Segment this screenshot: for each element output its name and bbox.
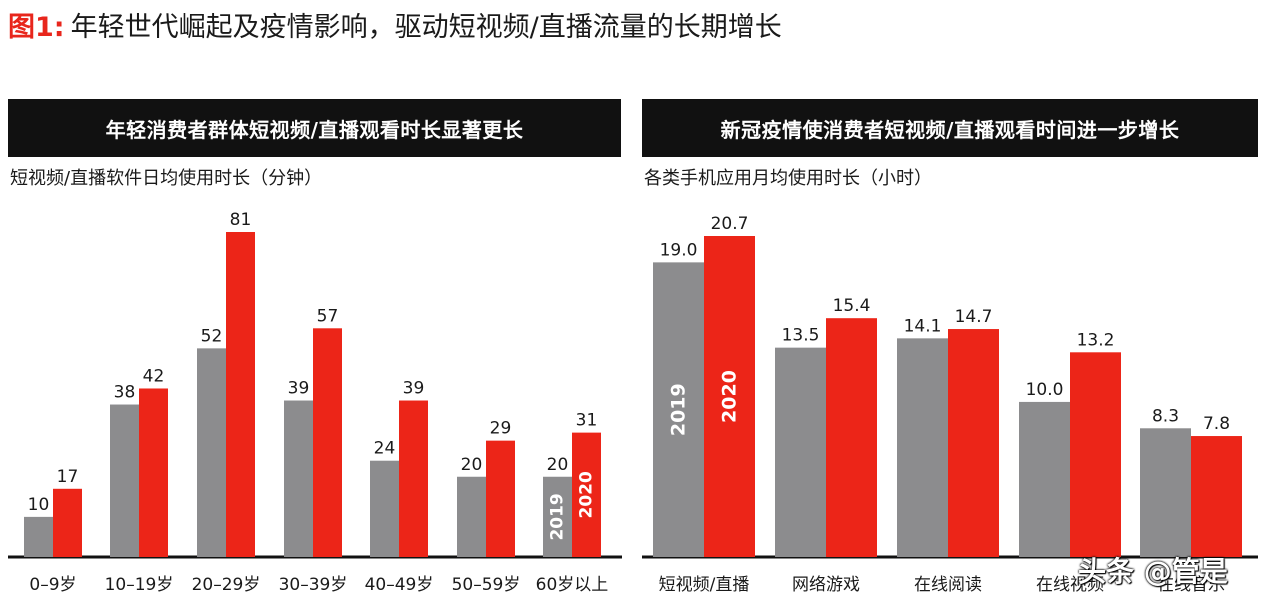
watermark-text: 头条 @管是 [1078, 555, 1228, 588]
chart2-value-label: 13.5 [782, 326, 820, 346]
chart1-bar-2020-6 [486, 440, 515, 557]
chart2-bar-2020-5 [1191, 436, 1242, 557]
figure-title-prefix: 图1: [8, 12, 65, 43]
chart1-category-label: 10–19岁 [105, 575, 174, 595]
chart2-value-label: 14.7 [955, 307, 993, 327]
chart1-value-label: 39 [288, 379, 310, 399]
chart1-bar-2019-1 [24, 516, 53, 557]
chart1-bar-2019-2 [110, 404, 139, 557]
figure-title-text: 年轻世代崛起及疫情影响，驱动短视频/直播流量的长期增长 [70, 12, 782, 43]
chart2-value-label: 10.0 [1026, 380, 1064, 400]
chart2-bar-2020-4 [1070, 352, 1121, 557]
chart1-value-label: 29 [490, 419, 512, 439]
chart1-value-label: 38 [114, 383, 136, 403]
chart2-legend-2019: 2019 [668, 383, 690, 436]
chart2-value-label: 14.1 [904, 316, 942, 336]
chart2-bar-2019-4 [1019, 401, 1070, 557]
chart2-bar-2020-2 [826, 318, 877, 557]
chart2-category-label: 在线阅读 [914, 575, 982, 595]
chart2-bar-2019-1 [653, 262, 704, 557]
chart2-legend-2020: 2020 [719, 370, 741, 423]
chart1-bar-2019-3 [197, 348, 226, 557]
chart2-value-label: 13.2 [1077, 330, 1115, 350]
chart1-category-label: 30–39岁 [279, 575, 348, 595]
chart2-value-label: 20.7 [711, 214, 749, 234]
chart2-bar-2020-3 [948, 329, 999, 557]
chart1-category-label: 20–29岁 [192, 575, 261, 595]
chart1-bar-2019-4 [284, 400, 313, 557]
chart1-value-label: 57 [317, 306, 339, 326]
chart2-value-label: 15.4 [833, 296, 871, 316]
right-panel-header: 新冠疫情使消费者短视频/直播观看时间进一步增长 [642, 99, 1258, 157]
chart1-bar-2019-7 [543, 476, 572, 557]
chart1-category-label: 50–59岁 [452, 575, 521, 595]
chart1-value-label: 20 [547, 455, 569, 475]
chart1-value-label: 24 [374, 439, 396, 459]
chart1-bar-2020-7 [572, 432, 601, 557]
chart2-value-label: 19.0 [660, 240, 698, 260]
chart2-value-label: 7.8 [1203, 414, 1230, 434]
chart1-legend-2020: 2020 [577, 471, 597, 518]
chart2-category-label: 网络游戏 [792, 575, 860, 595]
right-panel-subtitle: 各类手机应用月均使用时长（小时） [644, 168, 932, 189]
chart1-bar-2019-6 [457, 476, 486, 557]
chart2-category-label: 在线音乐 [1157, 575, 1225, 595]
chart1-value-label: 20 [461, 455, 483, 475]
chart1-bar-2020-4 [313, 328, 342, 557]
chart2-bar-2020-1 [704, 236, 755, 557]
left-panel-subtitle: 短视频/直播软件日均使用时长（分钟） [10, 168, 323, 189]
chart1-bar-2020-1 [53, 488, 82, 557]
chart2-category-label: 在线视频 [1036, 575, 1104, 595]
chart1-value-label: 52 [201, 326, 223, 346]
chart1-category-label: 40–49岁 [365, 575, 434, 595]
chart2-bar-2019-5 [1140, 428, 1191, 557]
chart1-value-label: 39 [403, 379, 425, 399]
chart1-category-label: 60岁以上 [536, 575, 609, 595]
chart1-value-label: 42 [143, 366, 165, 386]
chart1-category-label: 0–9岁 [29, 575, 76, 595]
chart2-value-label: 8.3 [1152, 406, 1179, 426]
chart1-value-label: 17 [57, 467, 79, 487]
figure-title: 图1: 年轻世代崛起及疫情影响，驱动短视频/直播流量的长期增长 [8, 8, 782, 48]
chart1-bar-2020-2 [139, 388, 168, 557]
chart1-value-label: 81 [230, 210, 252, 230]
chart2-category-label: 短视频/直播 [659, 575, 750, 595]
chart1-bar-2019-5 [370, 460, 399, 557]
chart1-bar-2020-5 [399, 400, 428, 557]
chart1-bar-2020-3 [226, 232, 255, 557]
chart2-bar-2019-2 [775, 347, 826, 557]
chart2-bar-2019-3 [897, 338, 948, 557]
chart1-value-label: 10 [28, 495, 50, 515]
chart1-legend-2019: 2019 [548, 493, 568, 540]
left-panel-header: 年轻消费者群体短视频/直播观看时长显著更长 [8, 99, 621, 157]
chart1-value-label: 31 [576, 411, 598, 431]
